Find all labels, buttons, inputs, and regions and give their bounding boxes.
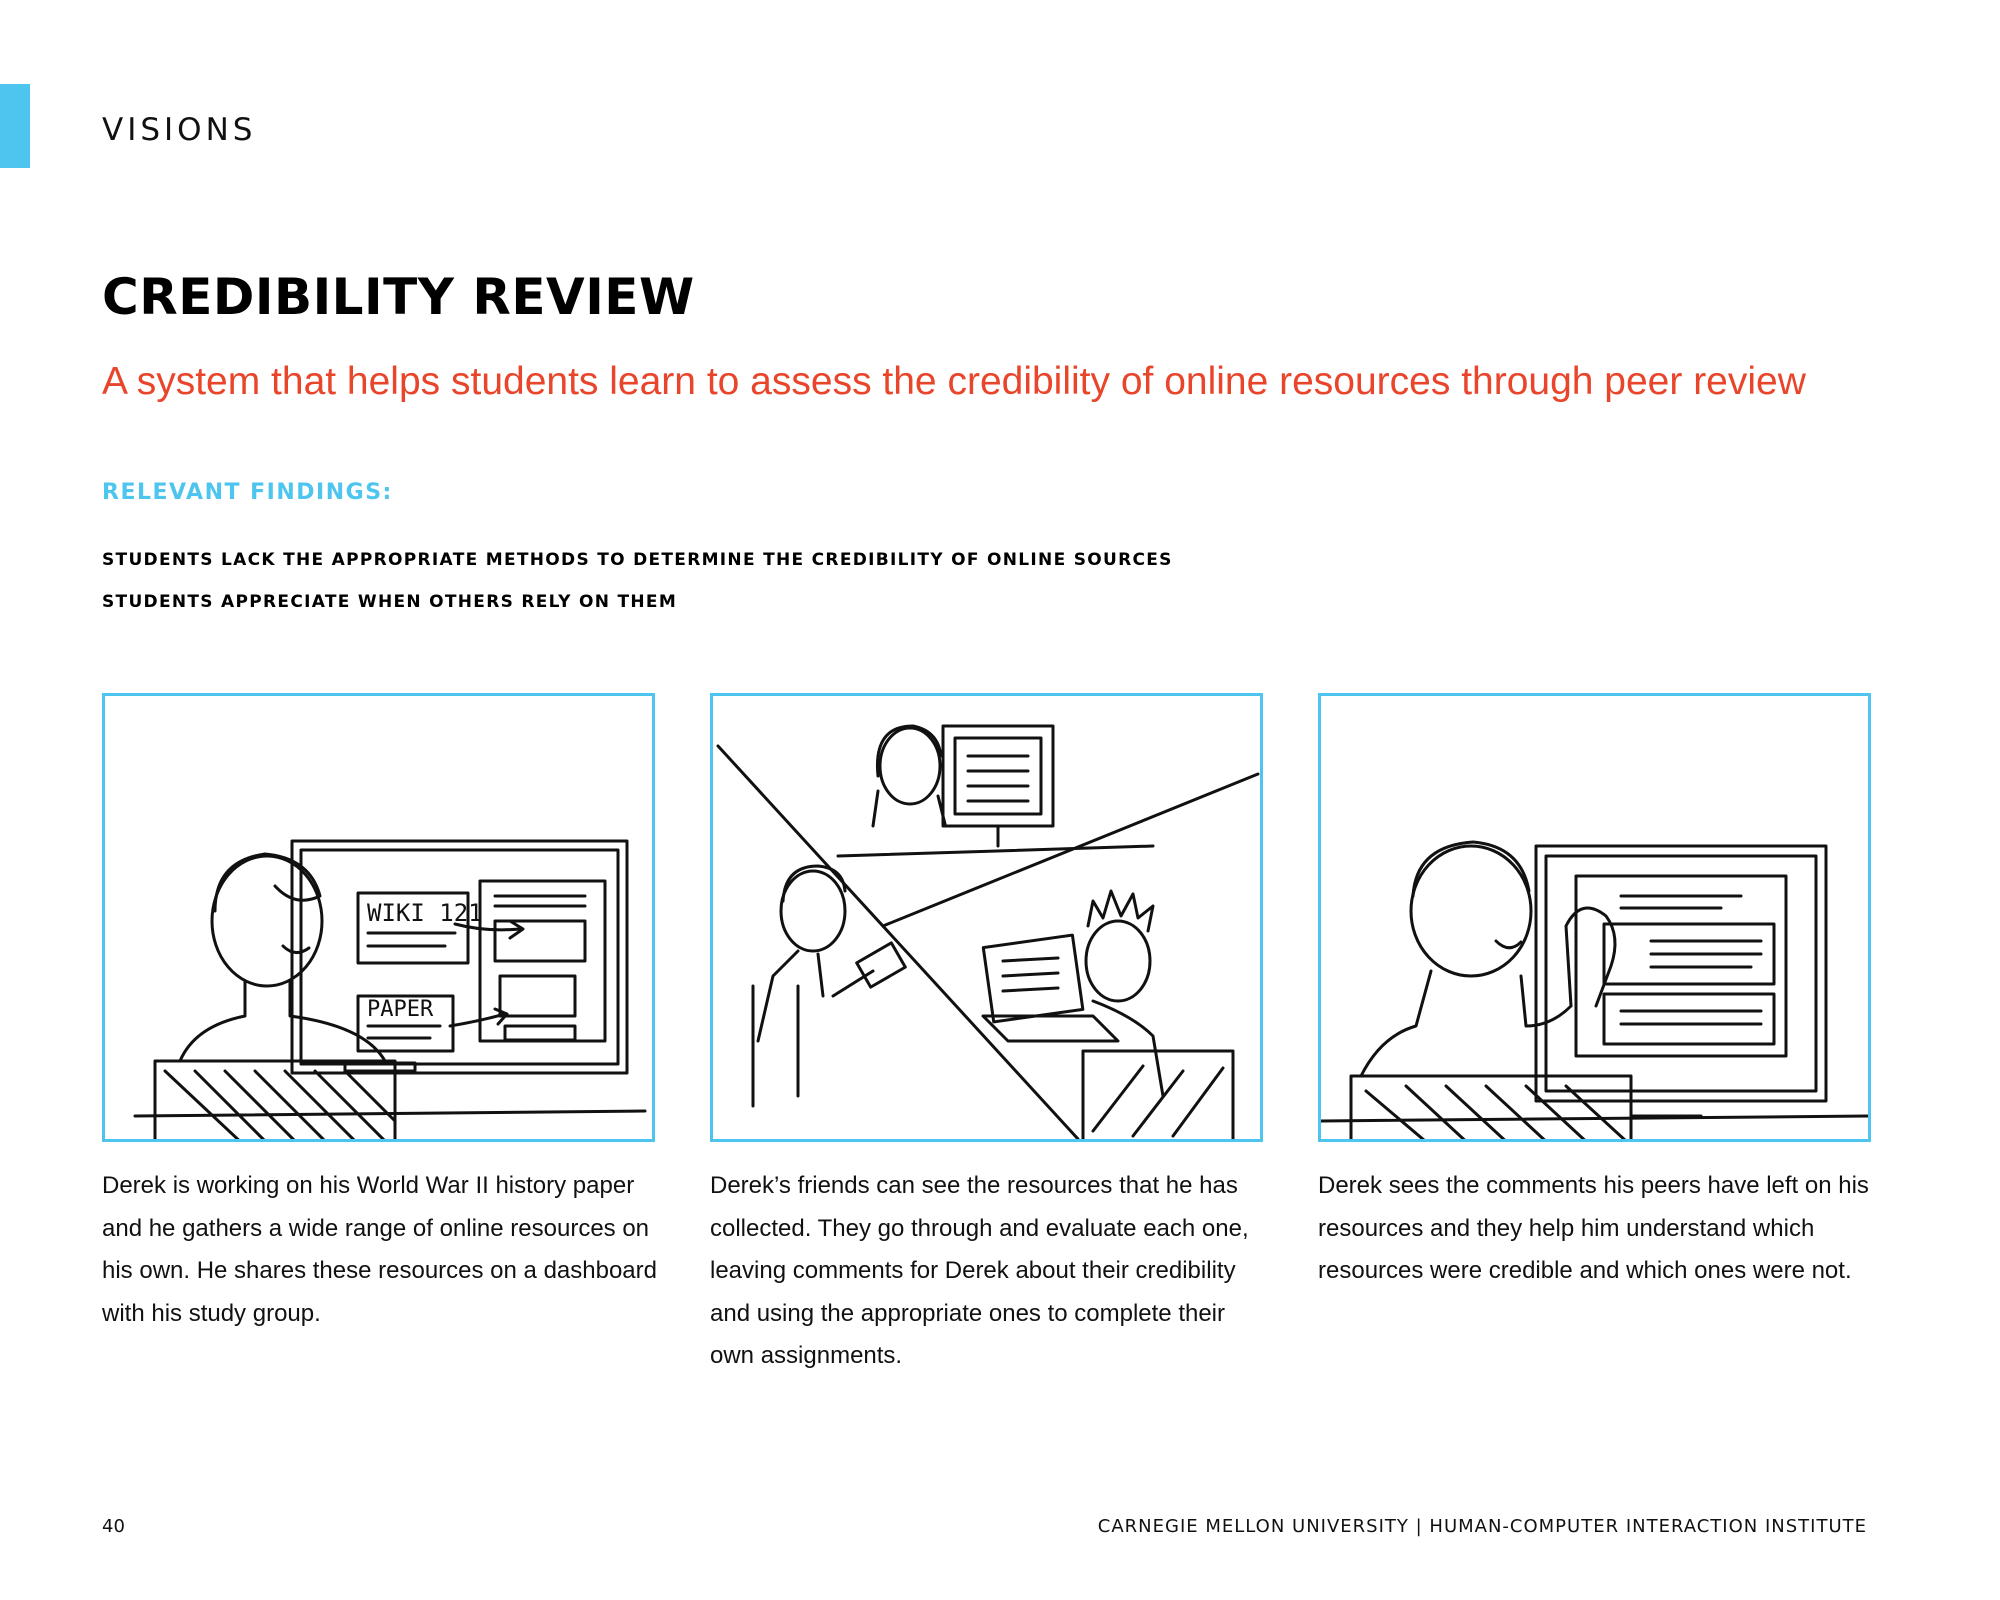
storyboard-panel-3 [1318,693,1871,1142]
footer-institution: CARNEGIE MELLON UNIVERSITY | HUMAN-COMPU… [1097,1516,1867,1537]
page-number: 40 [102,1516,125,1537]
section-label: VISIONS [102,112,257,148]
storyboard-panel-2 [710,693,1263,1142]
panel-1-caption: Derek is working on his World War II his… [102,1172,657,1327]
panel-2-caption: Derek’s friends can see the resources th… [710,1172,1249,1369]
page-title: CREDIBILITY REVIEW [102,268,695,326]
sketch-derek-gathering-resources: WIKI 121 PAPER [133,839,647,1139]
findings-heading: RELEVANT FINDINGS: [102,480,393,505]
sketch-label-wiki: WIKI 121 [367,899,483,927]
storyboard-panel-1: WIKI 121 PAPER [102,693,655,1142]
finding-item: STUDENTS APPRECIATE WHEN OTHERS RELY ON … [102,592,678,612]
panel-3-caption: Derek sees the comments his peers have l… [1318,1172,1869,1284]
finding-item: STUDENTS LACK THE APPROPRIATE METHODS TO… [102,550,1173,570]
sketch-friends-reviewing [716,724,1260,1139]
sketch-label-paper: PAPER [367,997,434,1022]
sketch-derek-reading-comments [1321,840,1868,1139]
page-subtitle: A system that helps students learn to as… [102,360,1806,403]
section-accent-bar [0,84,30,168]
